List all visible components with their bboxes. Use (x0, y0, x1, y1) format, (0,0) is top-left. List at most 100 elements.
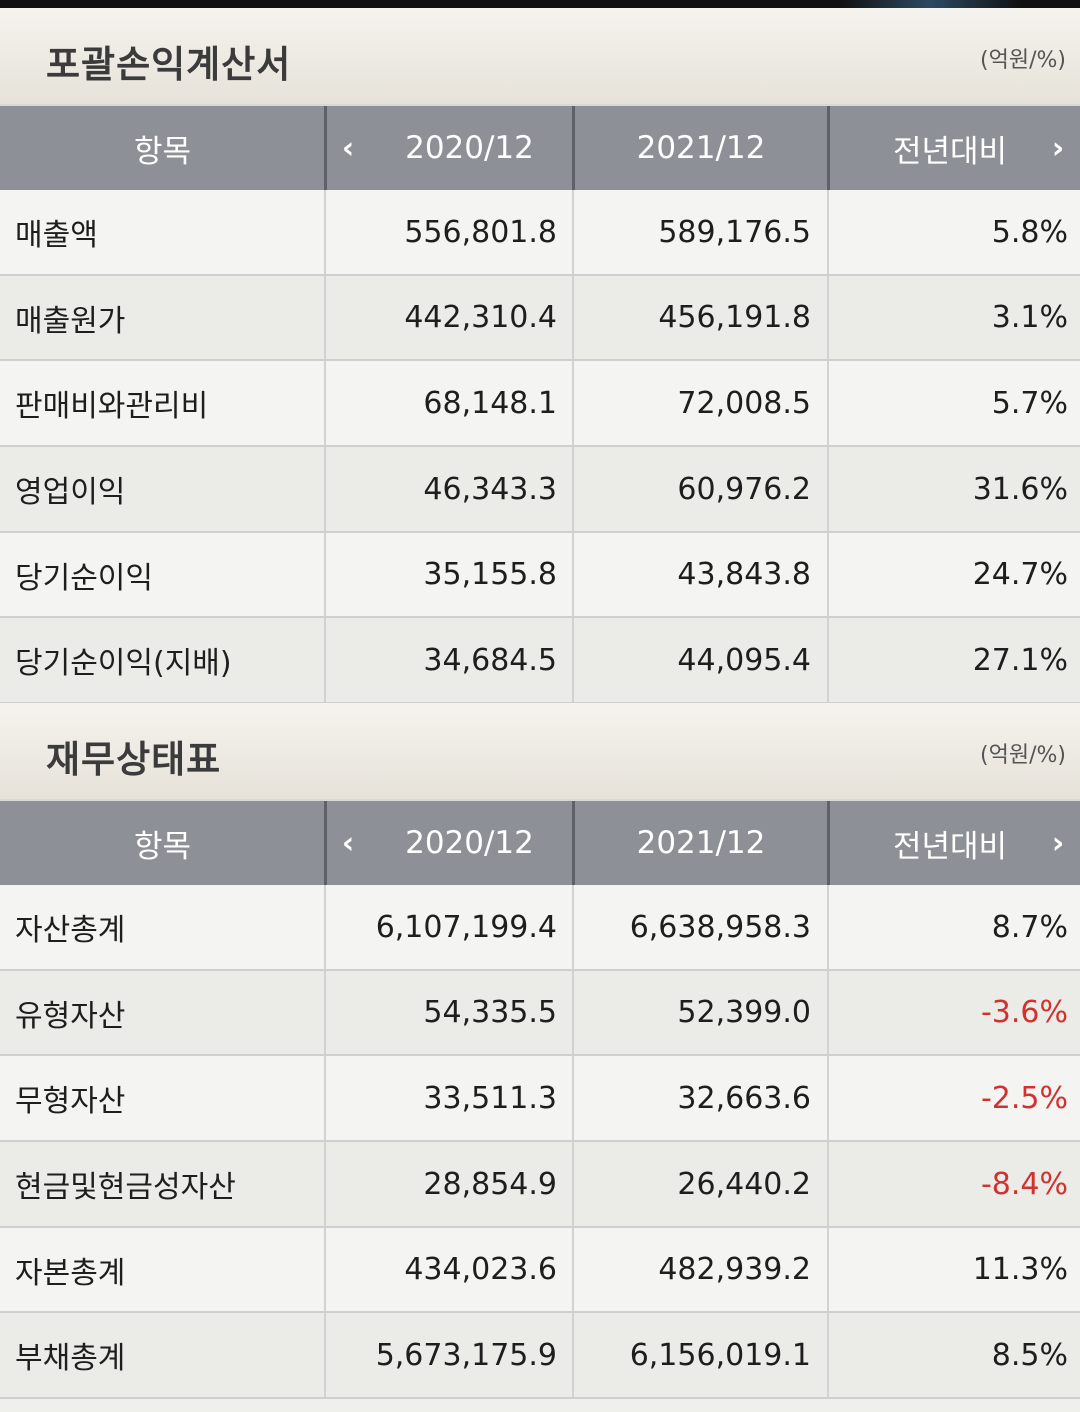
column-divider (324, 1227, 326, 1312)
chevron-right-icon[interactable]: › (1051, 130, 1065, 166)
table-body: 자산총계 6,107,199.4 6,638,958.3 8.7% 유형자산 5… (0, 885, 1080, 1400)
row-2020: 35,155.8 (423, 557, 557, 593)
chevron-right-icon[interactable]: › (1051, 825, 1065, 861)
column-divider (827, 106, 830, 190)
row-item: 영업이익 (15, 475, 126, 511)
row-item: 자본총계 (15, 1255, 126, 1291)
row-2020: 5,673,175.9 (375, 1337, 557, 1373)
column-divider (324, 1056, 326, 1141)
row-2021: 456,191.8 (658, 300, 811, 336)
column-divider (572, 885, 574, 969)
header-item: 항목 (133, 828, 192, 865)
row-2021: 26,440.2 (677, 1166, 811, 1202)
row-item: 현금및현금성자산 (15, 1170, 236, 1206)
row-2021: 44,095.4 (677, 642, 811, 678)
row-item: 유형자산 (15, 998, 126, 1034)
header-2020: 2020/12 (405, 130, 534, 166)
row-yoy: 31.6% (972, 471, 1068, 507)
column-divider (827, 801, 830, 885)
header-yoy: 전년대비 (892, 828, 1008, 865)
row-2021: 72,008.5 (677, 385, 811, 421)
row-yoy: 5.7% (991, 385, 1068, 421)
row-yoy: -8.4% (980, 1166, 1068, 1202)
column-divider (324, 275, 326, 360)
row-yoy: 5.8% (991, 214, 1068, 250)
row-2020: 442,310.4 (404, 300, 557, 336)
unit-label: (억원/%) (980, 48, 1066, 73)
header-yoy: 전년대비 (892, 133, 1008, 170)
column-divider (572, 1227, 574, 1312)
status-bar (0, 0, 1080, 8)
table-row: 무형자산 33,511.3 32,663.6 -2.5% (0, 1056, 1080, 1143)
column-divider (324, 618, 326, 703)
row-item: 당기순이익(지배) (15, 646, 232, 682)
column-divider (572, 618, 574, 703)
column-divider (572, 801, 575, 885)
column-divider (324, 106, 327, 190)
column-divider (324, 447, 326, 531)
section-header: 포괄손익계산서 (억원/%) (0, 8, 1080, 104)
column-divider (827, 970, 829, 1055)
column-divider (324, 1142, 326, 1226)
section-header: 재무상태표 (억원/%) (0, 703, 1080, 799)
header-2021: 2021/12 (636, 825, 766, 861)
column-divider (324, 532, 326, 617)
column-divider (572, 532, 574, 617)
table-row: 현금및현금성자산 28,854.9 26,440.2 -8.4% (0, 1142, 1080, 1228)
table-row: 당기순이익 35,155.8 43,843.8 24.7% (0, 532, 1080, 619)
column-divider (572, 190, 574, 274)
column-divider (827, 1313, 829, 1398)
column-divider (827, 1227, 829, 1312)
column-divider (827, 532, 829, 617)
row-2020: 46,343.3 (423, 471, 557, 507)
table-header: 항목 ‹ 2020/12 2021/12 전년대비 › (0, 799, 1080, 885)
column-divider (827, 1142, 829, 1226)
row-item: 무형자산 (15, 1084, 126, 1120)
column-divider (572, 1142, 574, 1226)
header-2021: 2021/12 (636, 130, 766, 166)
row-2020: 6,107,199.4 (375, 909, 557, 945)
row-item: 매출액 (15, 218, 98, 253)
balance-sheet-section: 재무상태표 (억원/%) 항목 ‹ 2020/12 2021/12 전년대비 ›… (0, 703, 1080, 1400)
table-row: 매출액 556,801.8 589,176.5 5.8% (0, 190, 1080, 276)
column-divider (572, 1056, 574, 1141)
table-row: 자산총계 6,107,199.4 6,638,958.3 8.7% (0, 885, 1080, 971)
row-2020: 33,511.3 (423, 1080, 557, 1116)
column-divider (324, 361, 326, 446)
row-2021: 60,976.2 (677, 471, 811, 507)
table-row: 부채총계 5,673,175.9 6,156,019.1 8.5% (0, 1313, 1080, 1400)
row-2020: 34,684.5 (423, 642, 557, 678)
row-yoy: 27.1% (972, 642, 1068, 678)
header-2020: 2020/12 (405, 825, 534, 861)
table-row: 자본총계 434,023.6 482,939.2 11.3% (0, 1227, 1080, 1314)
column-divider (324, 801, 327, 885)
row-2021: 6,156,019.1 (629, 1337, 811, 1373)
chevron-left-icon[interactable]: ‹ (341, 825, 355, 861)
row-2020: 28,854.9 (423, 1166, 557, 1202)
row-2021: 32,663.6 (677, 1080, 811, 1116)
table-body: 매출액 556,801.8 589,176.5 5.8% 매출원가 442,31… (0, 190, 1080, 705)
row-item: 매출원가 (15, 303, 126, 339)
row-2020: 54,335.5 (423, 995, 557, 1031)
unit-label: (억원/%) (980, 743, 1066, 768)
column-divider (324, 885, 326, 969)
table-row: 유형자산 54,335.5 52,399.0 -3.6% (0, 970, 1080, 1057)
chevron-left-icon[interactable]: ‹ (341, 130, 355, 166)
row-2021: 43,843.8 (677, 557, 811, 593)
column-divider (572, 447, 574, 531)
column-divider (827, 361, 829, 446)
table-header: 항목 ‹ 2020/12 2021/12 전년대비 › (0, 104, 1080, 190)
row-2020: 434,023.6 (404, 1252, 557, 1288)
column-divider (324, 970, 326, 1055)
row-yoy: -2.5% (980, 1080, 1068, 1116)
row-yoy: 11.3% (972, 1252, 1068, 1288)
table-row: 영업이익 46,343.3 60,976.2 31.6% (0, 447, 1080, 533)
section-title: 재무상태표 (46, 738, 222, 781)
row-2020: 556,801.8 (404, 214, 557, 250)
row-item: 당기순이익 (15, 560, 153, 596)
row-2021: 482,939.2 (658, 1252, 811, 1288)
column-divider (572, 275, 574, 360)
row-yoy: 8.5% (991, 1337, 1068, 1373)
status-bar-glow (840, 0, 1020, 8)
row-yoy: 24.7% (972, 557, 1068, 593)
